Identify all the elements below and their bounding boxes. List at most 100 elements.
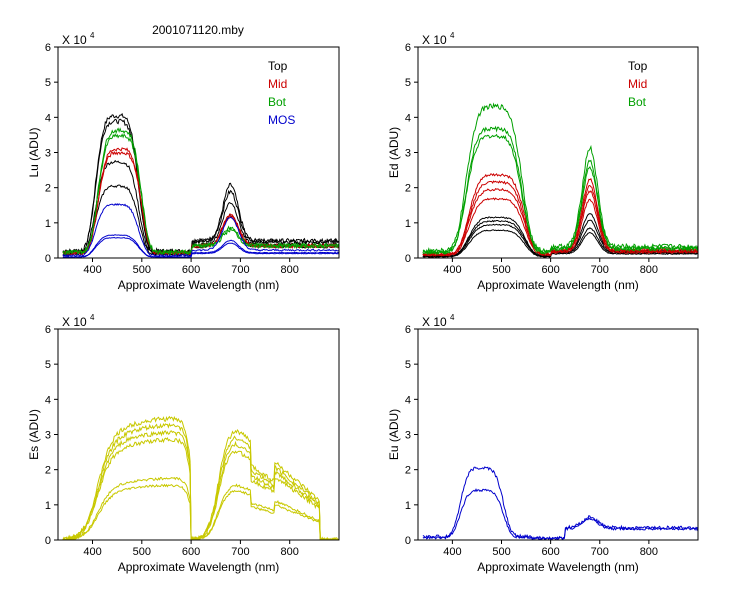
ed-x-tick-label: 500 [492,264,510,276]
es-x-tick-label: 400 [83,546,101,558]
es-y-tick-label: 4 [45,394,51,406]
es-y-scale-exponent: 4 [90,313,95,322]
lu-series-mid-line-1 [62,147,339,256]
lu-legend-top: Top [268,59,288,73]
lu-series-bot-line-2 [62,133,339,255]
ed-series-mid-line-1 [422,173,698,257]
eu-x-tick-label: 400 [443,546,461,558]
figure-title: 2001071120.mby [152,23,244,37]
ed-y-tick-label: 0 [405,253,411,265]
eu-y-tick-label: 2 [405,465,411,477]
ed-series-group [422,102,698,258]
ed-series-bot-line-1 [422,102,698,255]
es-y-tick-label: 1 [45,500,51,512]
ed-series-mid-line-4 [422,197,698,257]
lu-series-mos-line-1 [62,202,339,257]
eu-y-tick-label: 6 [405,324,411,336]
lu-x-tick-label: 800 [281,264,299,276]
eu-y-tick-label: 1 [405,500,411,512]
lu-legend-bot: Bot [268,95,287,109]
eu-y-scale-exponent: 4 [450,313,455,322]
ed-y-tick-label: 2 [405,183,411,195]
es-x-tick-label: 800 [281,546,299,558]
ed-x-tick-label: 800 [640,264,658,276]
es-y-scale-label: X 10 [62,315,87,329]
eu-x-tick-label: 700 [591,546,609,558]
lu-legend-mos: MOS [268,113,295,127]
ed-legend-mid: Mid [628,77,647,91]
es-y-tick-label: 0 [45,535,51,547]
lu-x-axis-label: Approximate Wavelength (nm) [118,278,280,292]
ed-y-axis-label: Ed (ADU) [387,127,401,178]
lu-x-tick-label: 500 [133,264,151,276]
lu-legend-mid: Mid [268,77,287,91]
lu-y-tick-label: 4 [45,112,51,124]
lu-y-tick-label: 2 [45,183,51,195]
eu-y-axis-label: Eu (ADU) [387,409,401,460]
eu-series-group [422,466,698,540]
es-y-tick-label: 2 [45,465,51,477]
es-series-es-line-4 [62,436,339,540]
lu-x-tick-label: 700 [231,264,249,276]
ed-y-tick-label: 3 [405,148,411,160]
es-y-tick-label: 5 [45,359,51,371]
lu-y-tick-label: 6 [45,42,51,54]
es-y-tick-label: 6 [45,324,51,336]
eu-y-tick-label: 4 [405,394,411,406]
es-y-axis-label: Es (ADU) [27,409,41,460]
lu-y-tick-label: 5 [45,77,51,89]
es-y-tick-label: 3 [45,430,51,442]
eu-x-tick-label: 600 [541,546,559,558]
eu-y-tick-label: 0 [405,535,411,547]
lu-y-axis-label: Lu (ADU) [27,127,41,177]
eu-y-tick-label: 3 [405,430,411,442]
lu-series-group [62,112,339,258]
lu-y-tick-label: 1 [45,218,51,230]
ed-x-tick-label: 700 [591,264,609,276]
es-x-axis-label: Approximate Wavelength (nm) [118,560,280,574]
eu-series-eu-line-2 [422,488,698,540]
eu-axes-frame [417,328,699,541]
ed-legend-top: Top [628,59,648,73]
es-x-tick-label: 500 [133,546,151,558]
ed-series-top-line-4 [422,229,698,258]
ed-legend-bot: Bot [628,95,647,109]
ed-y-scale-exponent: 4 [450,31,455,40]
eu-x-tick-label: 800 [640,546,658,558]
es-x-tick-label: 600 [182,546,200,558]
lu-x-tick-label: 600 [182,264,200,276]
es-series-es-line-1 [62,415,339,540]
es-x-tick-label: 700 [231,546,249,558]
ed-y-scale-label: X 10 [422,33,447,47]
ed-x-axis-label: Approximate Wavelength (nm) [477,278,639,292]
ed-y-tick-label: 1 [405,218,411,230]
eu-y-scale-label: X 10 [422,315,447,329]
ed-y-tick-label: 6 [405,42,411,54]
lu-y-tick-label: 3 [45,148,51,160]
es-series-es-line-2 [62,422,339,540]
lu-series-top-line-2 [62,118,339,255]
lu-y-tick-label: 0 [45,253,51,265]
ed-x-tick-label: 400 [443,264,461,276]
ed-y-tick-label: 5 [405,77,411,89]
ed-series-bot-line-3 [422,133,698,256]
eu-x-tick-label: 500 [492,546,510,558]
ed-x-tick-label: 600 [541,264,559,276]
es-series-group [62,415,339,540]
es-series-es-line-5 [62,476,339,540]
eu-x-axis-label: Approximate Wavelength (nm) [477,560,639,574]
ed-y-tick-label: 4 [405,112,411,124]
eu-y-tick-label: 5 [405,359,411,371]
lu-series-mos-line-3 [62,236,339,258]
lu-x-tick-label: 400 [83,264,101,276]
es-series-es-line-6 [62,483,339,540]
lu-y-scale-label: X 10 [62,33,87,47]
lu-series-mos-line-2 [62,234,339,258]
lu-series-bot-line-1 [62,127,339,256]
lu-y-scale-exponent: 4 [90,31,95,40]
